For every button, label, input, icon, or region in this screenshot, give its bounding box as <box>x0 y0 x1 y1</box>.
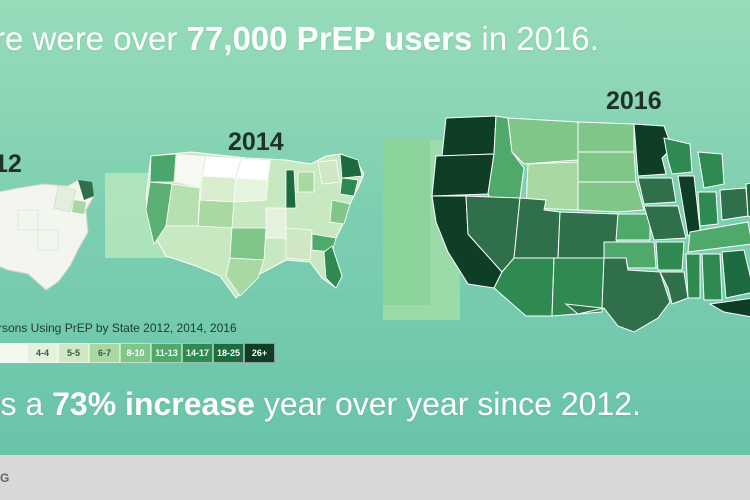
year-label-2016: 2016 <box>606 87 662 115</box>
headline-bottom: ’s a 73% increase year over year since 2… <box>0 386 641 422</box>
footer-text: G <box>0 471 11 485</box>
legend-cell: 4-4 <box>27 343 58 363</box>
legend-cell: 6-7 <box>89 343 120 363</box>
infographic: re were over 77,000 PrEP users in 2016. <box>0 0 750 455</box>
year-label-2012: 12 <box>0 150 22 178</box>
connector-2016-side <box>383 140 430 305</box>
legend-cell: 14-17 <box>182 343 213 363</box>
legend-cell <box>0 343 27 363</box>
year-label-2014: 2014 <box>228 128 284 156</box>
legend-cell: 8-10 <box>120 343 151 363</box>
legend-title: rsons Using PrEP by State 2012, 2014, 20… <box>0 321 237 335</box>
legend-cell: 18-25 <box>213 343 244 363</box>
map-2014 <box>145 151 365 299</box>
legend-cell: 5-5 <box>58 343 89 363</box>
map-2012 <box>0 179 95 291</box>
headline-top: re were over 77,000 PrEP users in 2016. <box>0 20 599 57</box>
map-2016 <box>431 115 750 333</box>
footer-bar: G <box>0 455 750 500</box>
legend-cell: 26+ <box>244 343 275 363</box>
legend-scale: 4-4 5-5 6-7 8-10 11-13 14-17 18-25 26+ <box>0 343 275 363</box>
legend-cell: 11-13 <box>151 343 182 363</box>
